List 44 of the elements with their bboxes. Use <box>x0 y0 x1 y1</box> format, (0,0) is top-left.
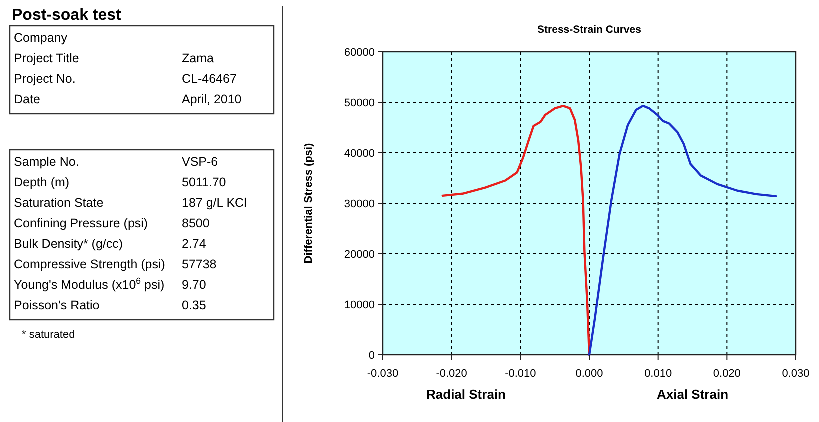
text: Date <box>14 92 40 106</box>
y-tick-label: 30000 <box>344 198 375 210</box>
x-tick-label: -0.010 <box>505 368 536 380</box>
text: 57738 <box>182 258 217 272</box>
text: Sample No. <box>14 155 80 169</box>
text: 0.35 <box>182 298 206 312</box>
text: 9.70 <box>182 278 206 292</box>
text: Bulk Density* (g/cc) <box>14 237 124 251</box>
y-tick-label: 10000 <box>344 300 375 312</box>
y-tick-label: 0 <box>368 350 375 362</box>
x-tick-label: -0.020 <box>436 368 468 380</box>
text: Zama <box>182 52 214 66</box>
text: Project Title <box>14 52 80 66</box>
text: Young's Modulus (x10$^{6}$ psi) <box>14 276 165 292</box>
line-series <box>588 104 778 356</box>
y-tick-label: 20000 <box>344 249 375 261</box>
text: 5011.70 <box>182 176 226 190</box>
text: Radial Strain <box>426 387 506 402</box>
x-tick-label: 0.030 <box>782 368 810 380</box>
x-tick-label: -0.030 <box>367 368 399 380</box>
text: April, 2010 <box>182 92 242 106</box>
text: 187 g/L KCl <box>182 196 247 210</box>
text: Post-soak test <box>12 7 122 24</box>
x-tick-label: 0.010 <box>644 368 672 380</box>
y-tick-label: 60000 <box>344 47 375 59</box>
text: Saturation State <box>14 196 104 210</box>
y-tick-label: 40000 <box>344 148 375 160</box>
text: CL-46467 <box>182 72 237 86</box>
text: Poisson's Ratio <box>14 298 100 312</box>
text: Project No. <box>14 72 76 86</box>
text: Confining Pressure (psi) <box>14 216 148 230</box>
text: 8500 <box>182 216 210 230</box>
text: Depth (m) <box>14 176 70 190</box>
text: Axial Strain <box>656 387 729 402</box>
y-axis-title: Differential Stress (psi) <box>303 142 315 264</box>
text: 2.74 <box>182 237 206 251</box>
x-tick-label: 0.000 <box>576 368 604 380</box>
chart-title: Stress-Strain Curves <box>538 24 642 36</box>
y-tick-label: 50000 <box>344 98 375 110</box>
text: VSP-6 <box>182 155 218 169</box>
x-tick-label: 0.020 <box>713 368 741 380</box>
text: Compressive Strength (psi) <box>14 258 166 272</box>
text: Company <box>14 31 68 45</box>
text: * saturated <box>22 329 76 341</box>
